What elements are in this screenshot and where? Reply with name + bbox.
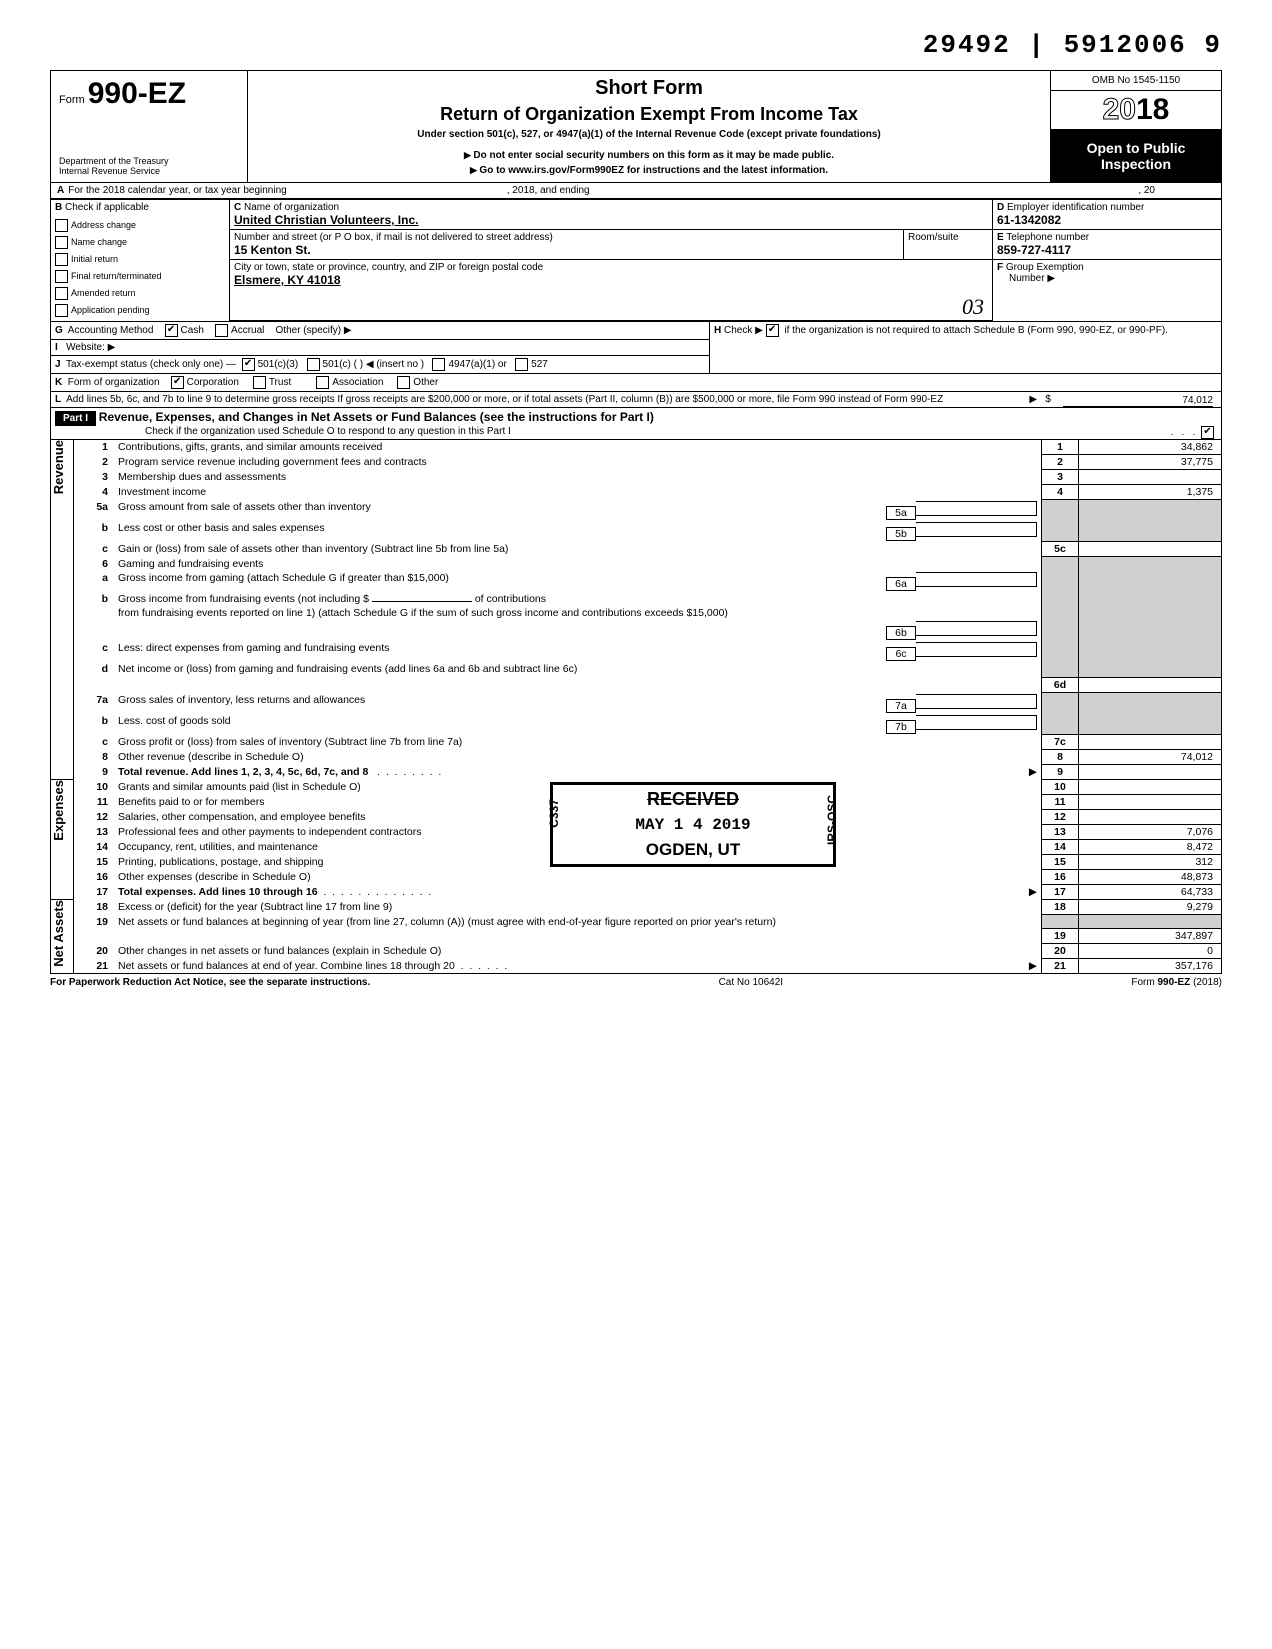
line15-val: 312 (1079, 855, 1222, 870)
line7c-val (1079, 735, 1222, 750)
phone: 859-727-4117 (997, 243, 1071, 257)
form-header: Form 990-EZ Department of the Treasury I… (50, 70, 1222, 183)
document-number: 29492 | 5912006 9 (50, 30, 1222, 60)
line6d-val (1079, 678, 1222, 693)
line17-val: 64,733 (1079, 885, 1222, 900)
ein: 61-1342082 (997, 213, 1061, 227)
line5c-val (1079, 542, 1222, 557)
revenue-label: Revenue (51, 440, 66, 494)
line19-val: 347,897 (1079, 929, 1222, 944)
part1-header: Part I Revenue, Expenses, and Changes in… (50, 408, 1222, 440)
line21-val: 357,176 (1079, 959, 1222, 974)
line3-val (1079, 470, 1222, 485)
footer: For Paperwork Reduction Act Notice, see … (50, 977, 1222, 988)
handwritten-03: 03 (962, 294, 984, 320)
chk-schedule-b[interactable]: ✔ (766, 324, 779, 337)
chk-cash[interactable]: ✔ (165, 324, 178, 337)
chk-527[interactable] (515, 358, 528, 371)
gross-receipts: 74,012 (1063, 395, 1213, 407)
chk-final-return[interactable] (55, 270, 68, 283)
chk-corp[interactable]: ✔ (171, 376, 184, 389)
ghijk-block: G Accounting Method ✔Cash Accrual Other … (50, 322, 1222, 408)
org-name: United Christian Volunteers, Inc. (234, 213, 418, 227)
line16-val: 48,873 (1079, 870, 1222, 885)
expenses-label: Expenses (51, 780, 66, 841)
line2-val: 37,775 (1079, 455, 1222, 470)
chk-501c3[interactable]: ✔ (242, 358, 255, 371)
chk-trust[interactable] (253, 376, 266, 389)
entity-block: B Check if applicable Address change Nam… (50, 199, 1222, 322)
chk-assoc[interactable] (316, 376, 329, 389)
line10-val (1079, 780, 1222, 795)
tax-year: 2018 (1051, 91, 1221, 130)
line18-val: 9,279 (1079, 900, 1222, 915)
part1-table: Revenue 1Contributions, gifts, grants, a… (50, 440, 1222, 974)
netassets-label: Net Assets (51, 900, 66, 967)
received-stamp: RECEIVED MAY 1 4 2019 OGDEN, UT C337 IRS… (550, 782, 836, 867)
line1-val: 34,862 (1079, 440, 1222, 455)
chk-schedule-o[interactable]: ✔ (1201, 426, 1214, 439)
omb-number: OMB No 1545-1150 (1051, 71, 1221, 91)
street-address: 15 Kenton St. (234, 243, 311, 257)
open-to-public: Open to Public Inspection (1051, 130, 1221, 182)
line9-val (1079, 765, 1222, 780)
title-return: Return of Organization Exempt From Incom… (258, 104, 1040, 125)
city-state-zip: Elsmere, KY 41018 (234, 273, 341, 287)
goto-link: Go to www.irs.gov/Form990EZ for instruct… (258, 165, 1040, 176)
chk-other[interactable] (397, 376, 410, 389)
chk-name-change[interactable] (55, 236, 68, 249)
chk-app-pending[interactable] (55, 304, 68, 317)
chk-initial-return[interactable] (55, 253, 68, 266)
chk-4947[interactable] (432, 358, 445, 371)
chk-501c[interactable] (307, 358, 320, 371)
line-a: A For the 2018 calendar year, or tax yea… (50, 183, 1222, 199)
line8-val: 74,012 (1079, 750, 1222, 765)
subtitle: Under section 501(c), 527, or 4947(a)(1)… (258, 129, 1040, 140)
line12-val (1079, 810, 1222, 825)
title-shortform: Short Form (258, 77, 1040, 100)
line13-val: 7,076 (1079, 825, 1222, 840)
ssn-warning: Do not enter social security numbers on … (258, 150, 1040, 161)
chk-amended[interactable] (55, 287, 68, 300)
form-label: Form (59, 94, 85, 106)
chk-accrual[interactable] (215, 324, 228, 337)
line14-val: 8,472 (1079, 840, 1222, 855)
line4-val: 1,375 (1079, 485, 1222, 500)
chk-address-change[interactable] (55, 219, 68, 232)
line11-val (1079, 795, 1222, 810)
dept-irs: Internal Revenue Service (59, 166, 239, 176)
line20-val: 0 (1079, 944, 1222, 959)
form-number: 990-EZ (88, 77, 186, 110)
dept-treasury: Department of the Treasury (59, 156, 239, 166)
